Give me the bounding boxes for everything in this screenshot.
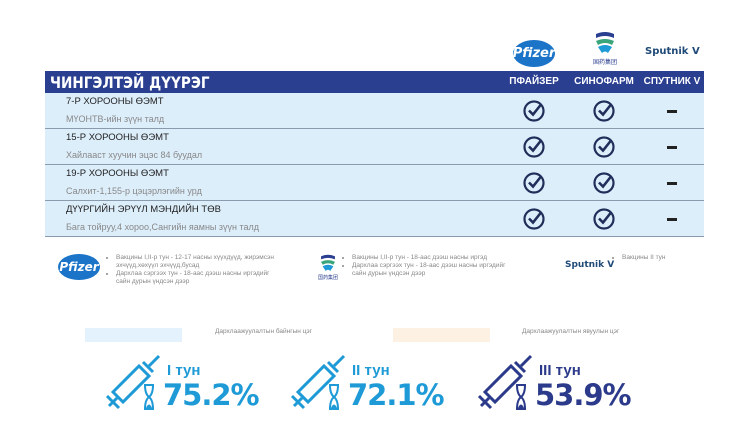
site-address: Хайлааст хуучин эцэс 84 буудал: [66, 150, 203, 160]
dose-label: II тун: [352, 362, 390, 379]
district-title: ЧИНГЭЛТЭЙ ДҮҮРЭГ: [50, 73, 210, 92]
checkmark-icon: [523, 208, 545, 230]
sinopharm-logo-small: 国药集团: [313, 254, 343, 281]
cell-sinopharm: [569, 99, 639, 123]
cell-sinopharm: [569, 135, 639, 159]
checkmark-icon: [593, 136, 615, 158]
cell-pfizer: [499, 171, 569, 195]
column-sinopharm: СИНОФАРМ: [574, 76, 634, 87]
pfizer-logo-small: Pfizer: [58, 254, 100, 280]
site-name: 7-Р ХОРООНЫ ӨЭМТ: [66, 96, 164, 107]
dose-stat: III тун 53.9%: [475, 352, 635, 412]
dash-icon: [667, 218, 677, 221]
note-item: Дархлаа сэргээх тун - 18-аас дээш насны …: [116, 270, 278, 286]
cell-pfizer: [499, 207, 569, 231]
checkmark-icon: [593, 100, 615, 122]
sputnik-notes: Вакцины II тун: [614, 254, 704, 262]
syringe-icon: [290, 354, 346, 410]
cell-sputnik: [637, 99, 707, 113]
note-item: Вакцины II тун: [622, 254, 704, 262]
site-name: ДҮҮРГИЙН ЭРҮҮЛ МЭНДИЙН ТӨВ: [66, 204, 221, 215]
sputnik-logo-small: Sputnik V: [565, 260, 615, 270]
sinopharm-logo: 国药集团: [588, 31, 622, 66]
site-address: МҮОНТВ-ийн зүүн талд: [66, 114, 165, 124]
cell-sinopharm: [569, 171, 639, 195]
cell-sputnik: [637, 207, 707, 221]
table-row: 7-Р ХОРООНЫ ӨЭМТ МҮОНТВ-ийн зүүн талд: [45, 93, 704, 129]
checkmark-icon: [523, 100, 545, 122]
table-row: ДҮҮРГИЙН ЭРҮҮЛ МЭНДИЙН ТӨВ Бага тойруу,4 …: [45, 201, 704, 237]
dash-icon: [667, 146, 677, 149]
dose-stat: II тун 72.1%: [288, 352, 448, 412]
table-row: 19-Р ХОРООНЫ ӨЭМТ Салхит-1,155-р цэцэрлэг…: [45, 165, 704, 201]
legend-swatch-permanent: [85, 328, 182, 342]
dose-percent: 72.1%: [348, 378, 445, 412]
dose-percent: 75.2%: [163, 378, 260, 412]
cell-pfizer: [499, 135, 569, 159]
sputnik-logo: Sputnik V: [645, 46, 700, 57]
hourglass-icon: [516, 384, 526, 410]
dose-label: III тун: [539, 362, 581, 379]
cell-pfizer: [499, 99, 569, 123]
hourglass-icon: [144, 384, 154, 410]
dash-icon: [667, 110, 677, 113]
legend-mobile: Дархлаажуулалтын явуулын цэг: [522, 328, 620, 335]
sinopharm-emblem-icon: [596, 32, 614, 53]
dose-stat: I тун 75.2%: [103, 352, 263, 412]
table-row: 15-Р ХОРООНЫ ӨЭМТ Хайлааст хуучин эцэс 84…: [45, 129, 704, 165]
table-header: ЧИНГЭЛТЭЙ ДҮҮРЭГ ПФАЙЗЕР СИНОФАРМ СПУТНИ…: [45, 71, 704, 93]
checkmark-icon: [523, 172, 545, 194]
cell-sputnik: [637, 171, 707, 185]
checkmark-icon: [523, 136, 545, 158]
pfizer-notes: Вакцины I,II-р тун - 12-17 насны хүүхдүү…: [108, 254, 278, 286]
checkmark-icon: [593, 208, 615, 230]
sinopharm-emblem-icon: [321, 254, 335, 271]
dose-percent: 53.9%: [535, 378, 632, 412]
sinopharm-notes: Вакцины I,II-р тун - 18-аас дээш насны и…: [344, 254, 514, 278]
cell-sputnik: [637, 135, 707, 149]
column-sputnik: СПУТНИК V: [643, 76, 701, 87]
cell-sinopharm: [569, 207, 639, 231]
legend-permanent: Дархлаажуулалтын байнгын цэг: [215, 328, 313, 335]
note-item: Вакцины I,II-р тун - 18-аас дээш насны и…: [352, 254, 514, 262]
note-item: Дархлаа сэргээх тун - 18-аас дээш насны …: [352, 262, 514, 278]
note-item: Вакцины I,II-р тун - 12-17 насны хүүхдүү…: [116, 254, 278, 270]
hourglass-icon: [329, 384, 339, 410]
dash-icon: [667, 182, 677, 185]
site-name: 15-Р ХОРООНЫ ӨЭМТ: [66, 132, 169, 143]
syringe-icon: [477, 354, 533, 410]
column-pfizer: ПФАЙЗЕР: [509, 76, 559, 87]
checkmark-icon: [593, 172, 615, 194]
sinopharm-logo-text: 国药集团: [317, 275, 338, 281]
site-address: Бага тойруу,4 хороо,Сангийн яамны зүүн т…: [66, 222, 260, 232]
site-name: 19-Р ХОРООНЫ ӨЭМТ: [66, 168, 169, 179]
syringe-icon: [105, 354, 161, 410]
pfizer-logo: Pfizer: [513, 40, 555, 67]
site-address: Салхит-1,155-р цэцэрлэгийн урд: [66, 186, 202, 196]
sinopharm-logo-text: 国药集团: [592, 60, 617, 66]
dose-label: I тун: [167, 362, 201, 379]
legend-swatch-mobile: [393, 328, 490, 342]
